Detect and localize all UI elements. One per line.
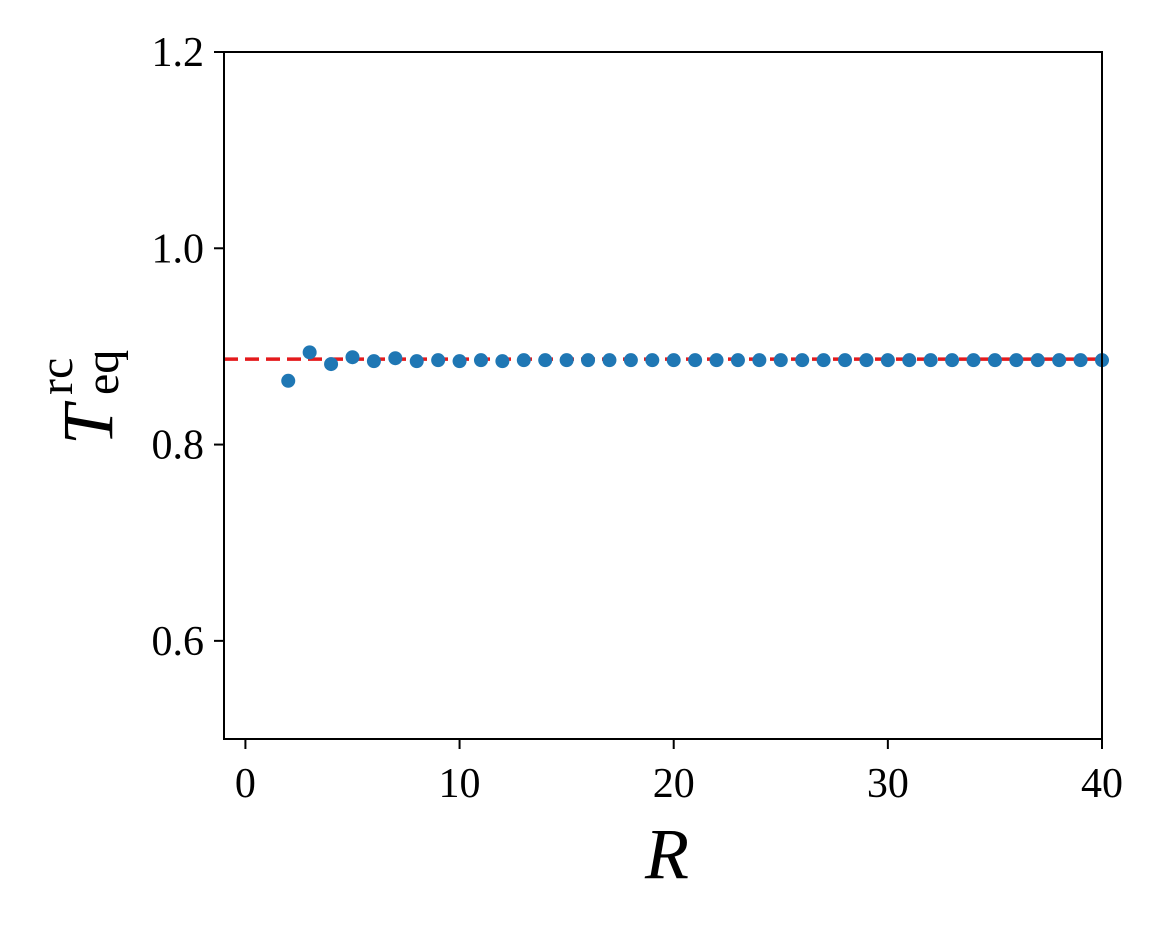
point [666, 353, 681, 368]
point [902, 353, 917, 368]
point [1052, 353, 1067, 368]
x-tick-label: 20 [653, 761, 695, 807]
point [880, 353, 895, 368]
point [688, 353, 703, 368]
point [345, 350, 360, 365]
point [431, 353, 446, 368]
point [816, 353, 831, 368]
point [859, 353, 874, 368]
point [366, 354, 381, 369]
point [473, 353, 488, 368]
point [495, 354, 510, 369]
point [516, 353, 531, 368]
x-tick-label: 40 [1081, 761, 1123, 807]
x-tick-label: 0 [235, 761, 256, 807]
point [838, 353, 853, 368]
point [966, 353, 981, 368]
point [773, 353, 788, 368]
point [581, 353, 596, 368]
point [730, 353, 745, 368]
y-axis-label-group: T rc eq [30, 350, 129, 445]
y-tick-label: 1.0 [152, 226, 205, 272]
plot-frame [223, 51, 1103, 740]
point [923, 353, 938, 368]
point [709, 353, 724, 368]
point [1073, 353, 1088, 368]
point [623, 353, 638, 368]
point [1030, 353, 1045, 368]
point [452, 354, 467, 369]
y-tick-label: 0.6 [152, 619, 205, 665]
point [752, 353, 767, 368]
y-tick-label: 0.8 [152, 423, 205, 469]
point [302, 345, 317, 360]
point [945, 353, 960, 368]
point [1009, 353, 1024, 368]
x-tick-label: 10 [439, 761, 481, 807]
point [795, 353, 810, 368]
point [409, 354, 424, 369]
point [538, 353, 553, 368]
point [602, 353, 617, 368]
x-tick-label: 30 [867, 761, 909, 807]
point [388, 351, 403, 366]
x-axis-label: R [644, 814, 689, 894]
y-axis-label: T [48, 400, 128, 445]
y-axis-label-sub: eq [76, 350, 129, 395]
point [281, 373, 296, 388]
point [324, 357, 339, 372]
y-axis-label-sup: rc [30, 358, 83, 395]
y-tick-label: 1.2 [152, 30, 205, 76]
point [987, 353, 1002, 368]
point [559, 353, 574, 368]
point [645, 353, 660, 368]
